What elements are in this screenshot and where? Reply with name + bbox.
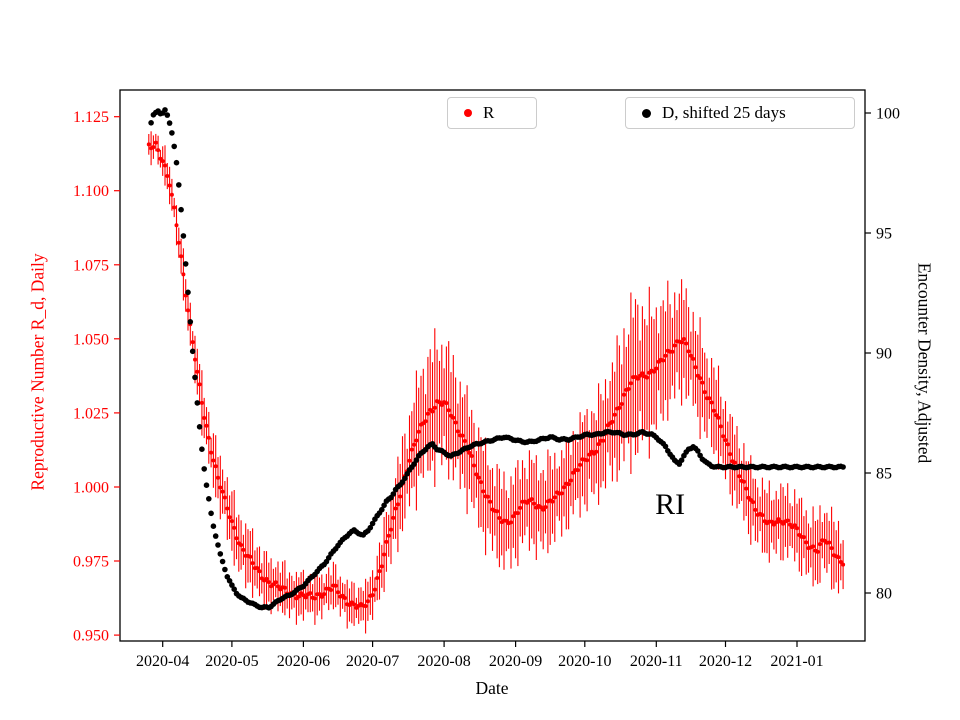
svg-text:2020-05: 2020-05 xyxy=(205,653,258,670)
y-axis-label-right: Encounter Density, Adjusted xyxy=(914,262,935,464)
svg-text:1.025: 1.025 xyxy=(73,405,109,422)
svg-text:2020-12: 2020-12 xyxy=(699,653,752,670)
legend-r: R xyxy=(447,97,537,129)
svg-text:0.950: 0.950 xyxy=(73,628,109,645)
legend-d-marker-icon xyxy=(642,108,651,118)
svg-text:2020-10: 2020-10 xyxy=(558,653,611,670)
svg-text:95: 95 xyxy=(876,226,892,243)
svg-text:1.050: 1.050 xyxy=(73,331,109,348)
svg-text:1.000: 1.000 xyxy=(73,480,109,497)
legend-r-label: R xyxy=(483,103,495,122)
svg-text:0.975: 0.975 xyxy=(73,554,109,571)
svg-text:2020-04: 2020-04 xyxy=(136,653,189,670)
svg-text:1.075: 1.075 xyxy=(73,257,109,274)
svg-text:2021-01: 2021-01 xyxy=(770,653,823,670)
svg-text:2020-08: 2020-08 xyxy=(417,653,470,670)
svg-text:2020-11: 2020-11 xyxy=(630,653,683,670)
x-axis-label: Date xyxy=(475,678,509,698)
svg-text:80: 80 xyxy=(876,586,892,603)
svg-text:2020-06: 2020-06 xyxy=(277,653,330,670)
y-axis-label-left: Reproductive Number R_d, Daily xyxy=(27,253,48,491)
svg-text:90: 90 xyxy=(876,346,892,363)
legend-d: D, shifted 25 days xyxy=(625,97,855,129)
svg-text:1.125: 1.125 xyxy=(73,109,109,126)
svg-text:2020-07: 2020-07 xyxy=(346,653,399,670)
annotation-ri: RI xyxy=(655,487,686,521)
svg-text:1.100: 1.100 xyxy=(73,183,109,200)
legend-r-marker-icon xyxy=(464,109,472,117)
svg-text:100: 100 xyxy=(876,106,900,123)
svg-text:85: 85 xyxy=(876,466,892,483)
legend-d-label: D, shifted 25 days xyxy=(662,103,786,122)
svg-text:2020-09: 2020-09 xyxy=(489,653,542,670)
